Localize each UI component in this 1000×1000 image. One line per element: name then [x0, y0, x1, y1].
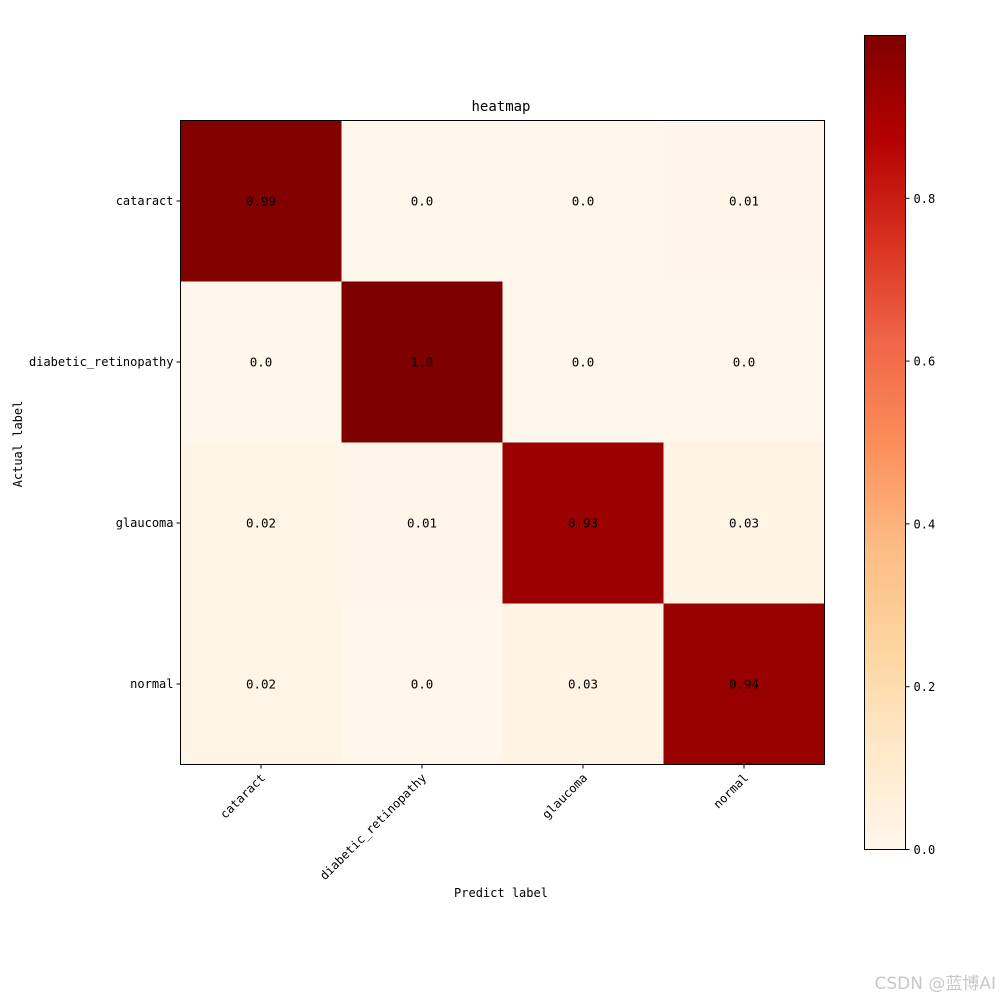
watermark: CSDN @蓝博AI: [874, 974, 996, 994]
y-axis-label: Actual label: [11, 401, 25, 488]
heatmap-cell: [663, 442, 825, 604]
x-tick-label: cataract: [217, 771, 268, 822]
cell-value-label: 0.93: [568, 516, 598, 531]
cell-value-label: 0.01: [407, 516, 437, 531]
heatmap-cell: [180, 281, 342, 443]
heatmap-cell: [341, 442, 503, 604]
plot-frame: [180, 120, 825, 765]
heatmap-cell: [180, 603, 342, 765]
y-tick-label: cataract: [116, 194, 174, 208]
heatmap-cell: [180, 120, 342, 282]
heatmap-cell: [341, 120, 503, 282]
y-tick-label: diabetic_retinopathy: [29, 355, 174, 369]
cell-value-label: 0.0: [572, 194, 595, 209]
heatmap-cell: [341, 603, 503, 765]
heatmap-cell: [502, 281, 664, 443]
colorbar-tick-label: 0.4: [914, 517, 936, 531]
cell-value-label: 0.0: [733, 355, 756, 370]
cell-value-label: 0.03: [568, 677, 598, 692]
chart-title: heatmap: [471, 99, 530, 115]
colorbar-ticks: 0.0 0.2 0.4 0.6 0.8: [905, 192, 936, 857]
heatmap-cell: [663, 281, 825, 443]
cell-value-label: 0.0: [250, 355, 273, 370]
cell-value-label: 0.0: [411, 194, 434, 209]
y-tick-label: normal: [130, 677, 173, 691]
x-axis-ticks: cataract diabetic_retinopathy glaucoma norm…: [217, 764, 752, 883]
colorbar-tick-label: 0.8: [914, 192, 936, 206]
cell-value-label: 0.94: [729, 677, 759, 692]
colorbar-tick-label: 0.6: [914, 355, 936, 369]
cell-value-label: 1.0: [411, 355, 434, 370]
y-axis-ticks: cataract diabetic_retinopathy glaucoma norm…: [29, 194, 181, 691]
cell-value-label: 0.01: [729, 194, 759, 209]
heatmap-cell: [502, 120, 664, 282]
cell-value-label: 0.02: [246, 677, 276, 692]
heatmap-cell: [663, 120, 825, 282]
heatmap-cell: [502, 603, 664, 765]
heatmap-cell: [341, 281, 503, 443]
y-tick-label: glaucoma: [116, 516, 174, 530]
cell-value-label: 0.0: [411, 677, 434, 692]
x-axis-label: Predict label: [454, 886, 548, 900]
x-tick-label: glaucoma: [539, 771, 590, 822]
cell-value-label: 0.0: [572, 355, 595, 370]
x-tick-label: diabetic_retinopathy: [317, 771, 429, 883]
heatmap-cell: [663, 603, 825, 765]
heatmap-cell: [502, 442, 664, 604]
colorbar: [864, 35, 906, 850]
cell-value-label: 0.99: [246, 194, 276, 209]
cell-value-label: 0.03: [729, 516, 759, 531]
colorbar-tick-label: 0.2: [914, 680, 936, 694]
heatmap-cells: 0.99 0.0 0.0 0.01 0.0 1.0 0.0 0.0 0.02 0.01 0.93 0.…: [180, 120, 825, 765]
colorbar-tick-label: 0.0: [914, 843, 936, 857]
heatmap-cell: [180, 442, 342, 604]
cell-value-label: 0.02: [246, 516, 276, 531]
x-tick-label: normal: [711, 771, 752, 812]
